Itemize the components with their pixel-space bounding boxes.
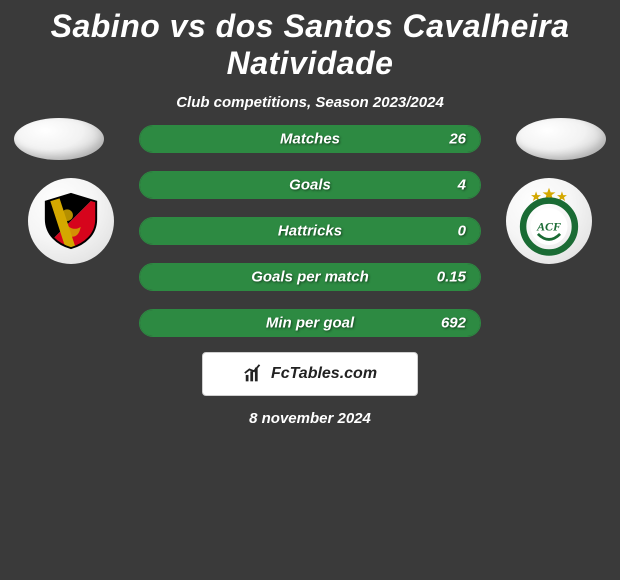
stat-row-matches: Matches 26 (139, 125, 481, 153)
stat-row-goals: Goals 4 (139, 171, 481, 199)
shield-icon: ACF (512, 184, 586, 258)
chart-icon (243, 363, 265, 385)
stat-value: 26 (449, 131, 466, 148)
stat-value: 0.15 (437, 269, 466, 286)
shield-icon (40, 190, 102, 252)
club-badge-right: ACF (506, 178, 592, 264)
stat-row-gpm: Goals per match 0.15 (139, 263, 481, 291)
date-label: 8 november 2024 (0, 410, 620, 427)
page-title: Sabino vs dos Santos Cavalheira Nativida… (0, 0, 620, 86)
stat-value: 0 (458, 223, 466, 240)
stat-row-mpg: Min per goal 692 (139, 309, 481, 337)
stat-label: Hattricks (278, 223, 342, 240)
stat-value: 4 (458, 177, 466, 194)
stat-value: 692 (441, 315, 466, 332)
stat-label: Goals (289, 177, 331, 194)
site-logo-text: FcTables.com (271, 365, 377, 383)
avatar-player-right (516, 118, 606, 160)
site-logo[interactable]: FcTables.com (202, 352, 418, 396)
page-subtitle: Club competitions, Season 2023/2024 (0, 86, 620, 129)
stat-label: Min per goal (266, 315, 354, 332)
club-badge-left (28, 178, 114, 264)
stats-list: Matches 26 Goals 4 Hattricks 0 Goals per… (139, 125, 481, 355)
avatar-player-left (14, 118, 104, 160)
stat-label: Matches (280, 131, 340, 148)
stat-row-hattricks: Hattricks 0 (139, 217, 481, 245)
svg-text:ACF: ACF (536, 219, 561, 233)
stat-label: Goals per match (251, 269, 369, 286)
